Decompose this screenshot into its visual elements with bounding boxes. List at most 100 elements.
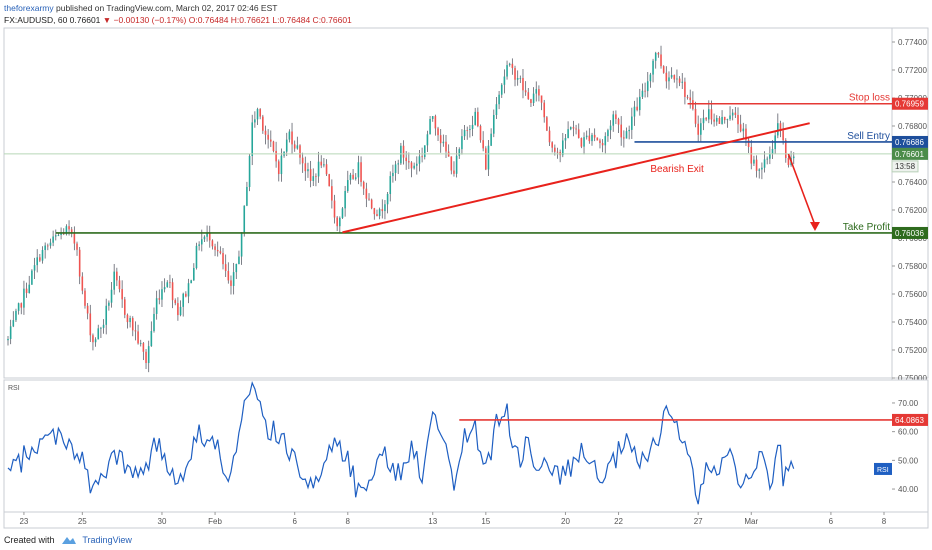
candle-body: [410, 162, 413, 169]
candle-body: [328, 174, 330, 187]
candle-body: [203, 236, 206, 240]
candle-body: [777, 123, 779, 136]
candle-body: [264, 130, 267, 135]
candle-body: [25, 288, 28, 293]
candle-body: [190, 280, 192, 284]
candle-body: [124, 299, 126, 315]
candle-body: [86, 305, 89, 314]
price-pane[interactable]: 0.774000.772000.770000.768000.766000.764…: [3, 27, 929, 528]
time-axis[interactable]: 23 25 30 Feb 6 8 13 15 20 22 27 Mar 6 8: [3, 511, 929, 529]
rsi-line[interactable]: [7, 380, 795, 505]
symbol-label[interactable]: FX:AUDUSD, 60: [4, 15, 68, 25]
candle-body: [713, 119, 715, 122]
price-tick-label: 0.76800: [898, 122, 927, 131]
candle-body: [742, 128, 745, 132]
candle-body: [108, 302, 110, 306]
candle-body: [339, 217, 341, 227]
candle-body: [737, 114, 739, 125]
candle-body: [747, 139, 750, 147]
candle-body: [129, 318, 131, 323]
candle-body: [73, 232, 76, 244]
level-price-label: 0.76959: [895, 100, 924, 109]
candle-body: [779, 123, 782, 131]
chart-area[interactable]: 0.774000.772000.770000.768000.766000.764…: [0, 0, 932, 530]
candle-body: [304, 163, 307, 172]
candle-body: [633, 106, 636, 117]
candle-body: [33, 265, 36, 271]
candle-body: [495, 104, 498, 116]
candle-body: [761, 167, 763, 170]
candle-body: [52, 236, 54, 243]
candle-body: [524, 90, 527, 93]
candle-body: [490, 133, 492, 146]
price-tick-label: 0.76400: [898, 178, 927, 187]
candle-body: [408, 161, 410, 163]
candle-body: [44, 245, 46, 250]
candle-body: [710, 109, 713, 120]
candle-body: [12, 320, 15, 327]
candle-body: [94, 339, 97, 343]
candle-body: [766, 158, 768, 160]
candle-body: [551, 142, 553, 148]
time-tick-label: 13: [428, 517, 437, 526]
candle-body: [243, 205, 246, 233]
candle-body: [625, 131, 628, 139]
candle-body: [540, 95, 543, 103]
candle-body: [596, 137, 599, 141]
time-tick-label: 6: [292, 517, 297, 526]
candle-body: [591, 134, 593, 142]
candle-body: [429, 118, 431, 135]
triangle-down-icon: ▼: [102, 15, 112, 25]
candle-body: [564, 138, 567, 141]
candle-body: [92, 335, 94, 343]
candle-body: [604, 136, 607, 146]
candle-body: [296, 145, 299, 149]
price-tick-label: 0.77400: [898, 38, 927, 47]
trendline[interactable]: [342, 122, 810, 234]
candle-body: [376, 214, 378, 216]
candle-body: [301, 157, 304, 164]
candle-body: [784, 140, 787, 158]
candle-body: [171, 282, 174, 301]
candle-body: [389, 176, 392, 194]
candle-body: [538, 89, 540, 96]
candle-body: [678, 78, 681, 83]
candle-body: [689, 97, 692, 101]
candle-body: [519, 77, 522, 79]
candle-body: [442, 141, 445, 144]
candle-body: [275, 150, 277, 162]
candle-body: [487, 145, 490, 170]
candle-body: [434, 116, 437, 129]
candle-body: [514, 68, 516, 80]
candle-body: [84, 290, 86, 306]
candle-body: [378, 209, 381, 216]
time-tick-label: 15: [481, 517, 490, 526]
candle-body: [116, 271, 118, 281]
candle-body: [386, 193, 389, 205]
candle-body: [166, 282, 169, 288]
time-tick-label: 8: [882, 517, 887, 526]
candle-body: [354, 177, 357, 179]
candle-body: [368, 198, 370, 200]
candle-body: [384, 204, 386, 212]
candle-body: [331, 186, 333, 201]
exit-arrow-shaft[interactable]: [787, 153, 816, 226]
time-tick-label: 6: [829, 517, 834, 526]
rsi-tick-label: 40.00: [898, 485, 919, 494]
candle-body: [198, 244, 200, 246]
candle-body: [288, 131, 291, 140]
candle-body: [416, 163, 418, 166]
tradingview-brand[interactable]: TradingView: [82, 535, 132, 545]
candle-body: [662, 66, 665, 73]
rsi-pane[interactable]: RSI 70.00 60.00 50.00 40.00 64.0863 RSI: [3, 379, 929, 513]
author-link[interactable]: theforexarmy: [4, 3, 54, 13]
candle-body: [224, 264, 227, 271]
candle-body: [270, 139, 272, 142]
time-tick-label: 23: [19, 517, 28, 526]
candle-body: [771, 149, 774, 154]
candle-body: [110, 289, 113, 303]
candle-body: [89, 313, 92, 336]
candle-body: [609, 125, 612, 131]
candle-body: [68, 226, 70, 230]
candle-body: [461, 136, 463, 150]
